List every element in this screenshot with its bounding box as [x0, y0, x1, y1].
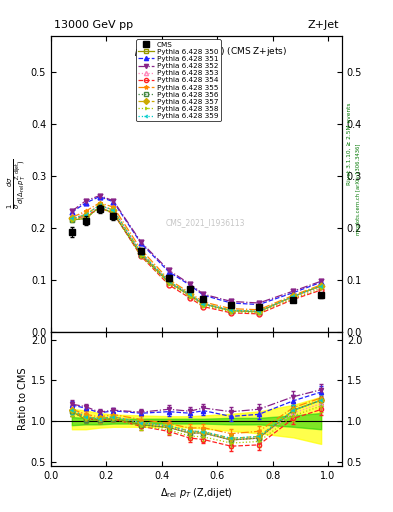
Y-axis label: $\frac{1}{\sigma}\frac{d\sigma}{d(\Delta_\mathrm{rel}\,p_T^{Z,\mathrm{dijet}})}$: $\frac{1}{\sigma}\frac{d\sigma}{d(\Delta… — [6, 158, 28, 209]
Text: $p_T$ balance (dijet, Z) (CMS Z+jets): $p_T$ balance (dijet, Z) (CMS Z+jets) — [134, 45, 288, 58]
Text: CMS_2021_I1936113: CMS_2021_I1936113 — [165, 218, 245, 227]
X-axis label: $\Delta_\mathrm{rel}\ p_T$ (Z,dijet): $\Delta_\mathrm{rel}\ p_T$ (Z,dijet) — [160, 486, 233, 500]
Y-axis label: Ratio to CMS: Ratio to CMS — [18, 368, 28, 430]
Legend: CMS, Pythia 6.428 350, Pythia 6.428 351, Pythia 6.428 352, Pythia 6.428 353, Pyt: CMS, Pythia 6.428 350, Pythia 6.428 351,… — [136, 39, 221, 121]
Text: mcplots.cern.ch [arXiv:1306.3436]: mcplots.cern.ch [arXiv:1306.3436] — [356, 144, 361, 235]
Text: Rivet 3.1.10, ≥ 2.5M events: Rivet 3.1.10, ≥ 2.5M events — [347, 102, 352, 185]
Text: Z+Jet: Z+Jet — [307, 20, 339, 30]
Text: 13000 GeV pp: 13000 GeV pp — [54, 20, 133, 30]
